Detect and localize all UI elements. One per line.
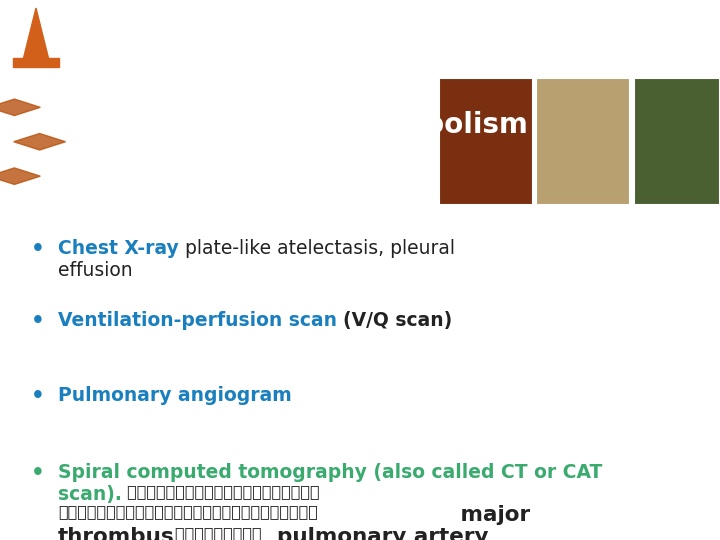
Text: Pulmonary angiogram: Pulmonary angiogram — [58, 386, 292, 404]
Polygon shape — [14, 133, 66, 150]
Polygon shape — [0, 168, 40, 185]
Text: •: • — [31, 386, 45, 406]
Text: •: • — [31, 463, 45, 483]
FancyBboxPatch shape — [439, 78, 533, 205]
Text: วชการวนจฉยเเบบรวดเรว: วชการวนจฉยเเบบรวดเรว — [122, 484, 320, 500]
Text: •: • — [31, 310, 45, 330]
Text: diagnosed?: diagnosed? — [86, 158, 265, 186]
Text: plate-like atelectasis, pleural: plate-like atelectasis, pleural — [179, 239, 455, 258]
Text: สามารถชวยในการวนจฉยในผปวยทม: สามารถชวยในการวนจฉยในผปวยทม — [58, 504, 318, 519]
Text: ขนาดใหญใน: ขนาดใหญใน — [175, 526, 276, 540]
Text: Chest X-ray: Chest X-ray — [58, 239, 179, 258]
Text: effusion: effusion — [58, 261, 132, 280]
FancyBboxPatch shape — [634, 78, 720, 205]
Polygon shape — [14, 58, 59, 67]
Text: Ventilation-perfusion scan: Ventilation-perfusion scan — [58, 310, 337, 329]
Text: major: major — [318, 504, 530, 524]
Text: Spiral computed tomography (also called CT or CAT: Spiral computed tomography (also called … — [58, 463, 603, 482]
Polygon shape — [23, 8, 49, 60]
Text: •: • — [31, 239, 45, 259]
Text: thrombus: thrombus — [58, 526, 175, 540]
Polygon shape — [0, 99, 40, 116]
Text: scan).: scan). — [58, 484, 122, 504]
Text: How is pulmonary embolism: How is pulmonary embolism — [86, 111, 528, 139]
FancyBboxPatch shape — [536, 78, 630, 205]
Text: (V/Q scan): (V/Q scan) — [343, 310, 452, 329]
Text: pulmonary artery: pulmonary artery — [276, 526, 488, 540]
